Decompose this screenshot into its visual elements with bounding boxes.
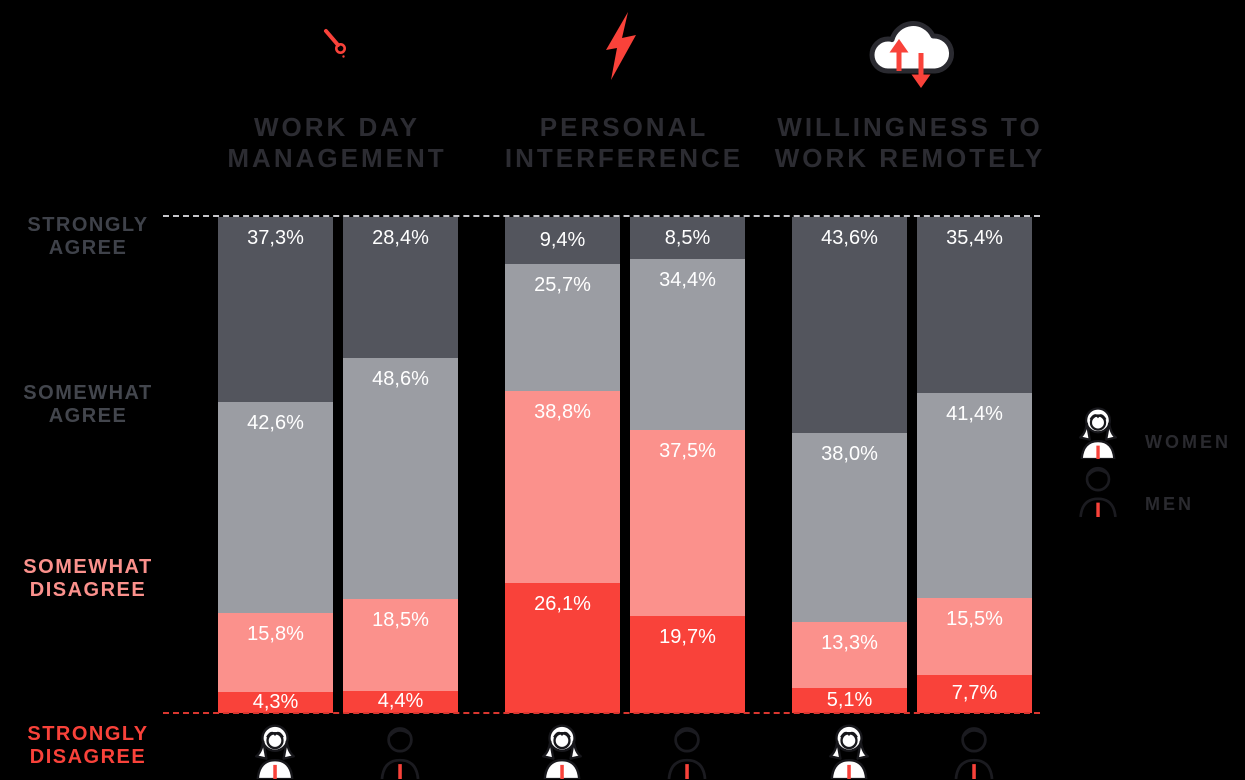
stacked-bar-men: 8,5% 34,4% 37,5% 19,7%: [630, 217, 745, 714]
group-title-work-day-management: WORK DAY MANAGEMENT: [167, 112, 507, 174]
axis-label-somewhat-disagree: SOMEWHAT DISAGREE: [8, 556, 168, 602]
bar-group-personal-interference: 9,4% 25,7% 38,8% 26,1% 8,5% 34,4% 37,5% 19,7%: [505, 217, 745, 714]
segment-value-label: 13,3%: [821, 631, 878, 654]
bar-segment: 38,8%: [505, 391, 620, 584]
bar-segment: 48,6%: [343, 357, 458, 599]
segment-value-label: 9,4%: [539, 228, 586, 251]
segment-value-label: 41,4%: [946, 402, 1003, 425]
man-icon: [380, 727, 420, 779]
legend-label-women: WOMEN: [1145, 432, 1231, 452]
axis-label-line: AGREE: [48, 237, 128, 259]
group-title-line: PERSONAL: [539, 112, 709, 142]
woman-icon: [255, 724, 295, 779]
axis-label-strongly-disagree: STRONGLY DISAGREE: [8, 723, 168, 769]
bar-segment: 4,4%: [343, 690, 458, 713]
bar-segment: 25,7%: [505, 263, 620, 392]
group-title-line: MANAGEMENT: [227, 143, 447, 173]
segment-value-label: 35,4%: [946, 227, 1003, 249]
bar-segment: 18,5%: [343, 598, 458, 691]
segment-value-label: 8,5%: [664, 226, 711, 249]
axis-label-line: STRONGLY: [27, 723, 149, 745]
arrow-up-head: [889, 39, 909, 53]
stacked-bar-women: 9,4% 25,7% 38,8% 26,1%: [505, 217, 620, 713]
bar-segment: 34,4%: [630, 259, 745, 430]
woman-icon: [829, 724, 869, 779]
stacked-bar-women: 43,6% 38,0% 13,3% 5,1%: [792, 217, 907, 714]
segment-value-label: 25,7%: [534, 273, 591, 296]
woman-icon: [1079, 407, 1117, 459]
group-title-line: INTERFERENCE: [504, 143, 744, 173]
bar-segment: 8,5%: [630, 217, 745, 260]
segment-value-label: 15,5%: [946, 607, 1003, 630]
stacked-bar-women: 37,3% 42,6% 15,8% 4,3%: [218, 217, 333, 713]
axis-label-strongly-agree: STRONGLY AGREE: [8, 214, 168, 260]
legend-label-men: MEN: [1145, 494, 1194, 514]
group-title-line: WORK DAY: [253, 112, 421, 142]
man-icon: [954, 727, 994, 779]
bar-segment: 9,4%: [505, 217, 620, 264]
bar-segment: 7,7%: [917, 674, 1032, 713]
segment-value-label: 19,7%: [659, 625, 716, 648]
segment-value-label: 37,3%: [247, 227, 304, 249]
bar-group-willingness-to-work-remotely: 43,6% 38,0% 13,3% 5,1% 35,4% 41,4% 15,5% 7,7%: [792, 217, 1032, 714]
arrow-up-shaft: [896, 49, 902, 71]
group-title-line: WILLINGNESS TO: [777, 112, 1043, 142]
group-title-willingness-to-work-remotely: WILLINGNESS TO WORK REMOTELY: [740, 112, 1080, 174]
man-icon: [667, 727, 707, 779]
segment-value-label: 28,4%: [372, 227, 429, 249]
arrow-down-shaft: [918, 53, 924, 75]
bar-segment: 28,4%: [343, 217, 458, 358]
bar-segment: 42,6%: [218, 402, 333, 614]
segment-value-label: 15,8%: [247, 623, 304, 646]
axis-label-line: AGREE: [48, 405, 128, 427]
axis-label-line: SOMEWHAT: [23, 556, 153, 578]
bar-segment: 19,7%: [630, 615, 745, 714]
bar-segment: 37,3%: [218, 217, 333, 402]
segment-value-label: 4,4%: [377, 690, 424, 713]
clock-hand-icon: [324, 29, 346, 58]
arrow-down-head: [911, 74, 931, 88]
man-icon: [1079, 466, 1117, 517]
segment-value-label: 42,6%: [247, 412, 304, 434]
bar-segment: 26,1%: [505, 583, 620, 713]
bar-segment: 41,4%: [917, 392, 1032, 598]
bar-segment: 4,3%: [218, 690, 333, 713]
segment-value-label: 34,4%: [659, 269, 716, 292]
stacked-bar-men: 35,4% 41,4% 15,5% 7,7%: [917, 217, 1032, 713]
bar-segment: 15,5%: [917, 597, 1032, 675]
segment-value-label: 43,6%: [821, 227, 878, 249]
axis-label-somewhat-agree: SOMEWHAT AGREE: [8, 382, 168, 428]
axis-label-line: STRONGLY: [27, 214, 149, 236]
gridline-100-percent: [163, 215, 1040, 217]
bar-segment: 37,5%: [630, 429, 745, 616]
cloud-sync-icon: [869, 21, 954, 88]
segment-value-label: 38,0%: [821, 443, 878, 466]
axis-label-line: DISAGREE: [29, 579, 147, 601]
group-title-personal-interference: PERSONAL INTERFERENCE: [454, 112, 794, 174]
segment-value-label: 4,3%: [252, 690, 299, 713]
segment-value-label: 18,5%: [372, 608, 429, 631]
segment-value-label: 38,8%: [534, 401, 591, 424]
bar-segment: 43,6%: [792, 217, 907, 434]
woman-icon: [542, 724, 582, 779]
bar-segment: 38,0%: [792, 433, 907, 622]
bar-segment: 13,3%: [792, 621, 907, 688]
segment-value-label: 7,7%: [951, 682, 998, 705]
bar-group-work-day-management: 37,3% 42,6% 15,8% 4,3% 28,4% 48,6% 18,5% 4,4%: [218, 217, 458, 713]
segment-value-label: 48,6%: [372, 367, 429, 390]
stacked-bar-men: 28,4% 48,6% 18,5% 4,4%: [343, 217, 458, 713]
group-title-line: WORK REMOTELY: [774, 143, 1046, 173]
bar-segment: 35,4%: [917, 217, 1032, 393]
axis-label-line: SOMEWHAT: [23, 382, 153, 404]
segment-value-label: 26,1%: [534, 593, 591, 616]
bar-segment: 15,8%: [218, 613, 333, 692]
lightning-icon: [606, 12, 636, 80]
bar-segment: 5,1%: [792, 687, 907, 714]
segment-value-label: 5,1%: [826, 688, 873, 711]
segment-value-label: 37,5%: [659, 439, 716, 462]
axis-label-line: DISAGREE: [29, 746, 147, 768]
gridline-0-percent: [163, 712, 1040, 714]
